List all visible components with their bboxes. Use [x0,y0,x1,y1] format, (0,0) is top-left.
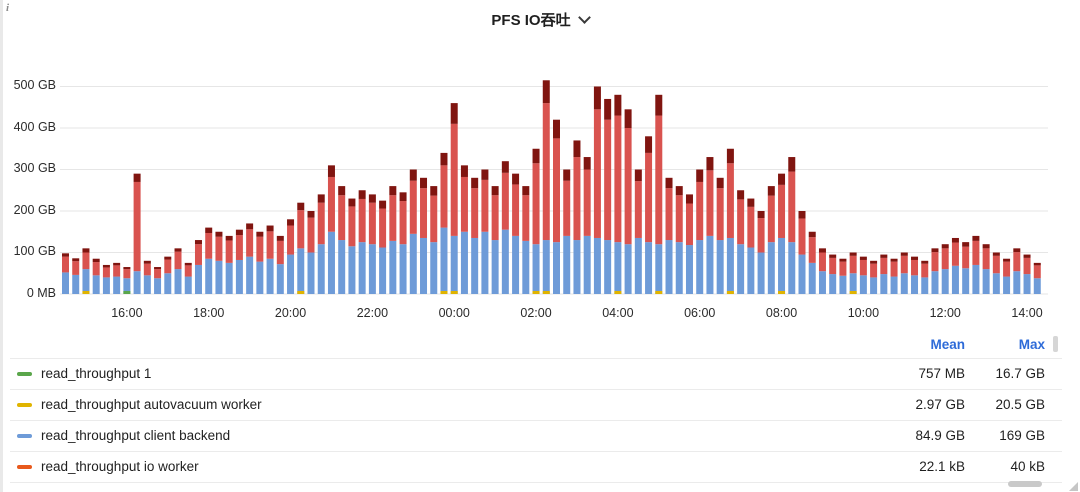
x-axis-tick: 14:00 [1011,306,1043,320]
horizontal-scrollbar-thumb[interactable] [1008,481,1042,487]
x-axis-tick: 12:00 [929,306,961,320]
legend-row: read_throughput 1 757 MB 16.7 GB [10,358,1062,389]
x-axis-tick: 16:00 [111,306,143,320]
series-color-dash-icon [17,434,32,438]
y-axis-tick: 0 MB [26,286,56,300]
y-axis-tick: 100 GB [13,244,56,258]
legend-row: read_throughput io worker 22.1 kB 40 kB [10,451,1062,482]
info-icon[interactable]: i [6,2,10,14]
legend-row: read_throughput autovacuum worker 2.97 G… [10,389,1062,420]
series-color-dash-icon [17,465,32,469]
y-axis-tick: 400 GB [13,120,56,134]
series-label[interactable]: read_throughput autovacuum worker [41,397,262,412]
legend-row: read_throughput client backend 84.9 GB 1… [10,420,1062,451]
x-axis-tick: 22:00 [356,306,389,320]
x-axis-tick: 08:00 [765,306,798,320]
series-mean-value: 84.9 GB [915,428,965,443]
series-mean-value: 757 MB [918,366,965,381]
panel-edge [0,0,3,492]
legend-column-max[interactable]: Max [1018,337,1045,352]
panel-header[interactable]: PFS IO吞吐 [0,9,1080,30]
series-max-value: 169 GB [999,428,1045,443]
vertical-scrollbar-thumb[interactable] [1053,336,1058,352]
series-mean-value: 22.1 kB [919,459,965,474]
series-color-dash-icon [17,372,32,376]
series-max-value: 40 kB [1010,459,1045,474]
legend-table: Mean Max read_throughput 1 757 MB 16.7 G… [10,332,1062,483]
series-label[interactable]: read_throughput io worker [41,459,199,474]
chart-area: 500 GB 400 GB 300 GB 200 GB 100 GB 0 MB … [13,70,1050,320]
legend-header: Mean Max [10,332,1062,358]
series-color-dash-icon [17,403,32,407]
series-label[interactable]: read_throughput 1 [41,366,152,381]
y-axis-tick: 200 GB [13,203,56,217]
resize-handle[interactable] [1069,482,1078,491]
y-axis-tick: 500 GB [13,78,56,92]
x-axis-tick: 18:00 [193,306,225,320]
series-max-value: 20.5 GB [995,397,1045,412]
series-max-value: 16.7 GB [995,366,1045,381]
x-axis-tick: 02:00 [520,306,552,320]
x-axis-tick: 06:00 [684,306,716,320]
x-axis-tick: 04:00 [602,306,634,320]
legend-column-mean[interactable]: Mean [930,337,965,352]
x-axis-tick: 00:00 [438,306,470,320]
y-axis-tick: 300 GB [13,161,56,175]
stacked-bar-chart[interactable] [60,70,1050,302]
x-axis-tick: 20:00 [274,306,307,320]
series-mean-value: 2.97 GB [915,397,965,412]
series-label[interactable]: read_throughput client backend [41,428,231,443]
x-axis-tick: 10:00 [847,306,880,320]
panel-title: PFS IO吞吐 [491,12,571,29]
